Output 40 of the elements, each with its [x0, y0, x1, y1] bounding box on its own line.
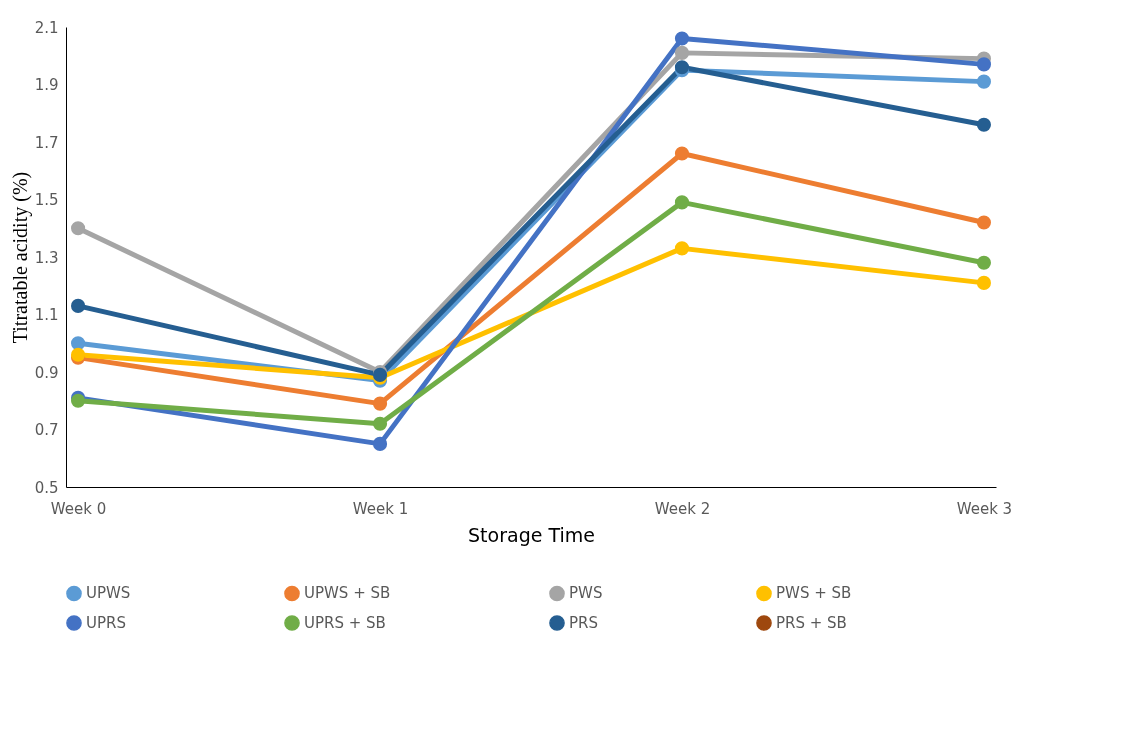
point	[976, 74, 991, 89]
legend-label: PWS	[569, 584, 603, 603]
legend-label: PRS + SB	[776, 614, 847, 632]
point	[976, 117, 991, 132]
x-tick-label: Week 3	[956, 499, 1013, 518]
x-tick-label: Week 0	[50, 499, 107, 518]
y-axis-title: Titratable acidity (%)	[8, 171, 32, 344]
point	[71, 298, 86, 313]
y-tick-label: 0.9	[34, 363, 59, 382]
point	[372, 436, 388, 451]
y-tick-label: 0.7	[34, 421, 59, 439]
y-tick-label: 1.1	[34, 306, 59, 324]
point	[674, 45, 690, 60]
x-tick-label: Week 1	[352, 499, 409, 518]
point	[674, 195, 690, 210]
point	[976, 255, 991, 270]
legend-label: UPWS + SB	[304, 584, 391, 603]
y-tick-label: 1.9	[34, 76, 59, 94]
point	[674, 31, 690, 46]
legend-label: PRS	[569, 614, 598, 632]
point	[372, 416, 388, 431]
y-tick-label: 1.3	[34, 248, 59, 267]
point	[976, 215, 991, 230]
point	[674, 146, 690, 161]
point	[372, 396, 388, 411]
point	[674, 241, 690, 256]
point	[976, 275, 991, 290]
y-tick-label: 1.5	[34, 191, 59, 209]
legend-label: UPRS	[86, 614, 126, 632]
point	[71, 221, 86, 236]
legend-label: PWS + SB	[776, 584, 852, 603]
point	[71, 336, 86, 351]
y-tick-label: 1.7	[34, 133, 59, 152]
x-axis-title: Storage Time	[468, 523, 595, 546]
legend-label: UPRS + SB	[304, 614, 386, 632]
y-tick-label: 0.5	[34, 478, 59, 497]
point	[976, 57, 991, 72]
legend-label: UPWS	[86, 584, 131, 603]
x-tick-label: Week 2	[654, 499, 711, 518]
y-tick-label: 2.1	[34, 18, 59, 37]
